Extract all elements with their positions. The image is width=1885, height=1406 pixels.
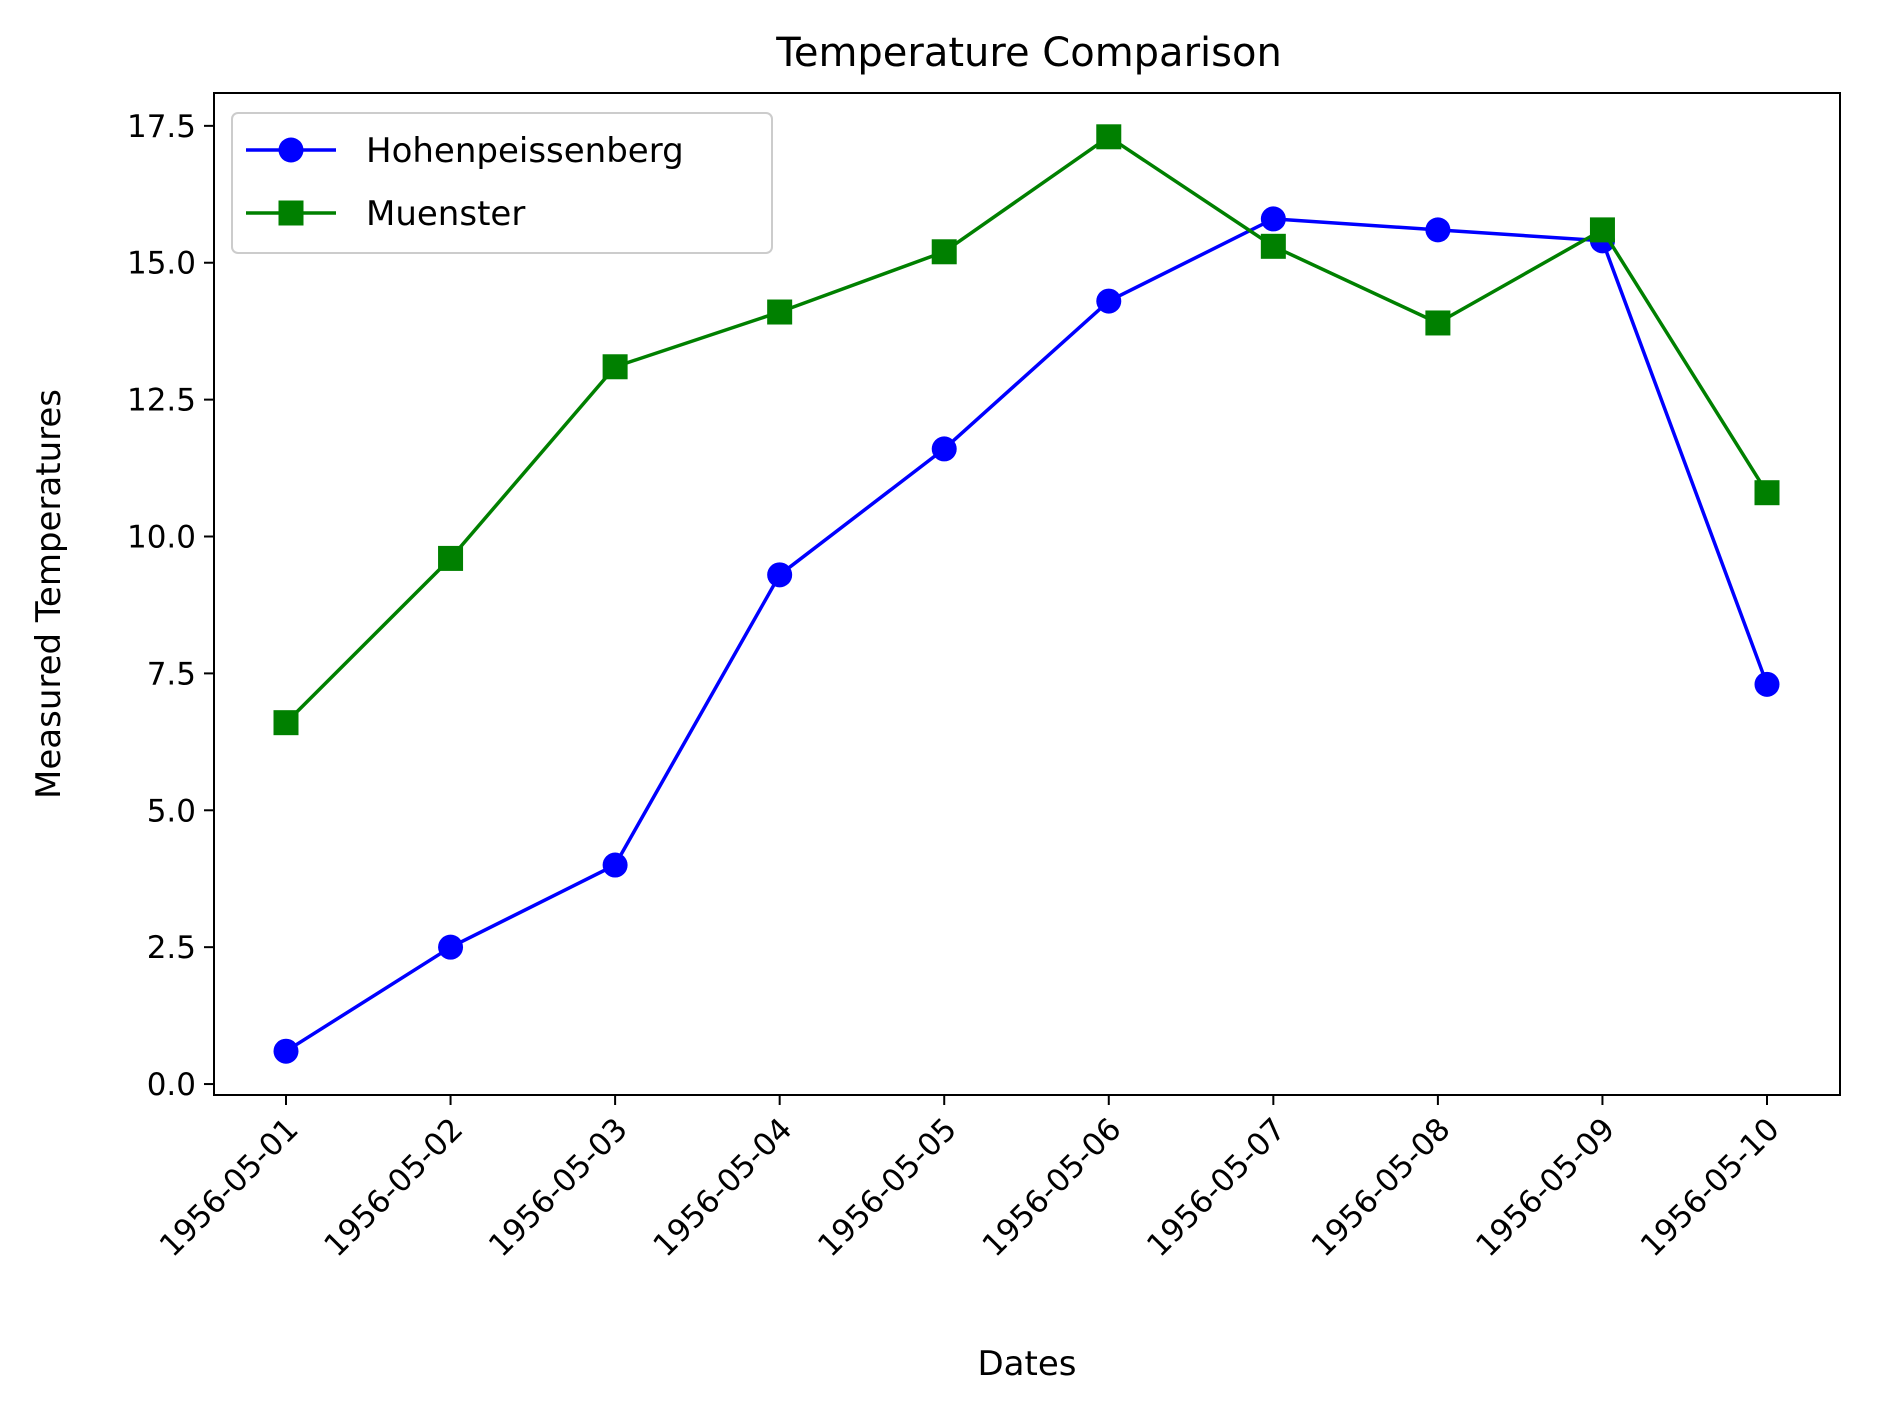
data-point-muenster	[602, 354, 628, 380]
x-tick-label: 1956-05-08	[1305, 1111, 1458, 1264]
data-point-hohenpeissenberg	[273, 1038, 299, 1064]
legend-entry: Hohenpeissenberg	[366, 131, 684, 171]
data-point-muenster	[1260, 233, 1286, 259]
legend-marker	[278, 137, 304, 163]
y-tick-label: 5.0	[147, 793, 196, 829]
data-point-muenster	[273, 710, 299, 736]
data-point-hohenpeissenberg	[1260, 206, 1286, 232]
y-tick-label: 15.0	[127, 246, 196, 282]
data-point-muenster	[931, 239, 957, 265]
legend-marker	[278, 200, 304, 226]
plot-frame	[213, 92, 1841, 1096]
x-tick-label: 1956-05-06	[976, 1111, 1129, 1264]
x-tick-label: 1956-05-10	[1634, 1111, 1787, 1264]
data-point-muenster	[1589, 217, 1615, 243]
plot-area	[273, 124, 1780, 1064]
x-tick-label: 1956-05-01	[153, 1111, 306, 1264]
x-tick-label: 1956-05-02	[317, 1111, 470, 1264]
legend-entry: Muenster	[366, 194, 525, 234]
legend: Hohenpeissenberg Muenster	[231, 112, 773, 254]
series-line-muenster	[284, 135, 1769, 724]
legend-box	[231, 112, 773, 254]
y-tick-label: 12.5	[127, 383, 196, 419]
data-point-hohenpeissenberg	[767, 562, 793, 588]
y-tick-label: 10.0	[127, 520, 196, 556]
data-point-hohenpeissenberg	[602, 852, 628, 878]
x-tick-label: 1956-05-03	[482, 1111, 635, 1264]
data-point-hohenpeissenberg	[1096, 288, 1122, 314]
x-tick-label: 1956-05-07	[1140, 1111, 1293, 1264]
data-point-muenster	[1096, 124, 1122, 150]
chart-title: Temperature Comparison	[775, 30, 1282, 76]
data-point-muenster	[767, 299, 793, 325]
y-axis-label: Measured Temperatures	[29, 389, 69, 799]
data-point-hohenpeissenberg	[1754, 671, 1780, 697]
y-axis: 0.0 2.5 5.0 7.5 10.0 12.5 15.0 17.5	[127, 109, 214, 1103]
y-tick-label: 2.5	[147, 930, 196, 966]
data-point-muenster	[1754, 480, 1780, 506]
x-tick-label: 1956-05-09	[1469, 1111, 1622, 1264]
series-line-hohenpeissenberg	[285, 217, 1769, 1053]
x-axis-label: Dates	[978, 1344, 1077, 1384]
data-point-hohenpeissenberg	[1425, 217, 1451, 243]
y-tick-label: 7.5	[147, 656, 196, 692]
data-point-hohenpeissenberg	[438, 934, 464, 960]
y-tick-label: 0.0	[147, 1067, 196, 1103]
data-point-muenster	[1425, 310, 1451, 336]
x-tick-label: 1956-05-05	[811, 1111, 964, 1264]
data-point-hohenpeissenberg	[931, 436, 957, 462]
data-point-muenster	[438, 545, 464, 571]
x-axis: 1956-05-01 1956-05-02 1956-05-03 1956-05-04…	[153, 1095, 1787, 1264]
y-tick-label: 17.5	[127, 109, 196, 145]
x-tick-label: 1956-05-04	[646, 1111, 799, 1264]
